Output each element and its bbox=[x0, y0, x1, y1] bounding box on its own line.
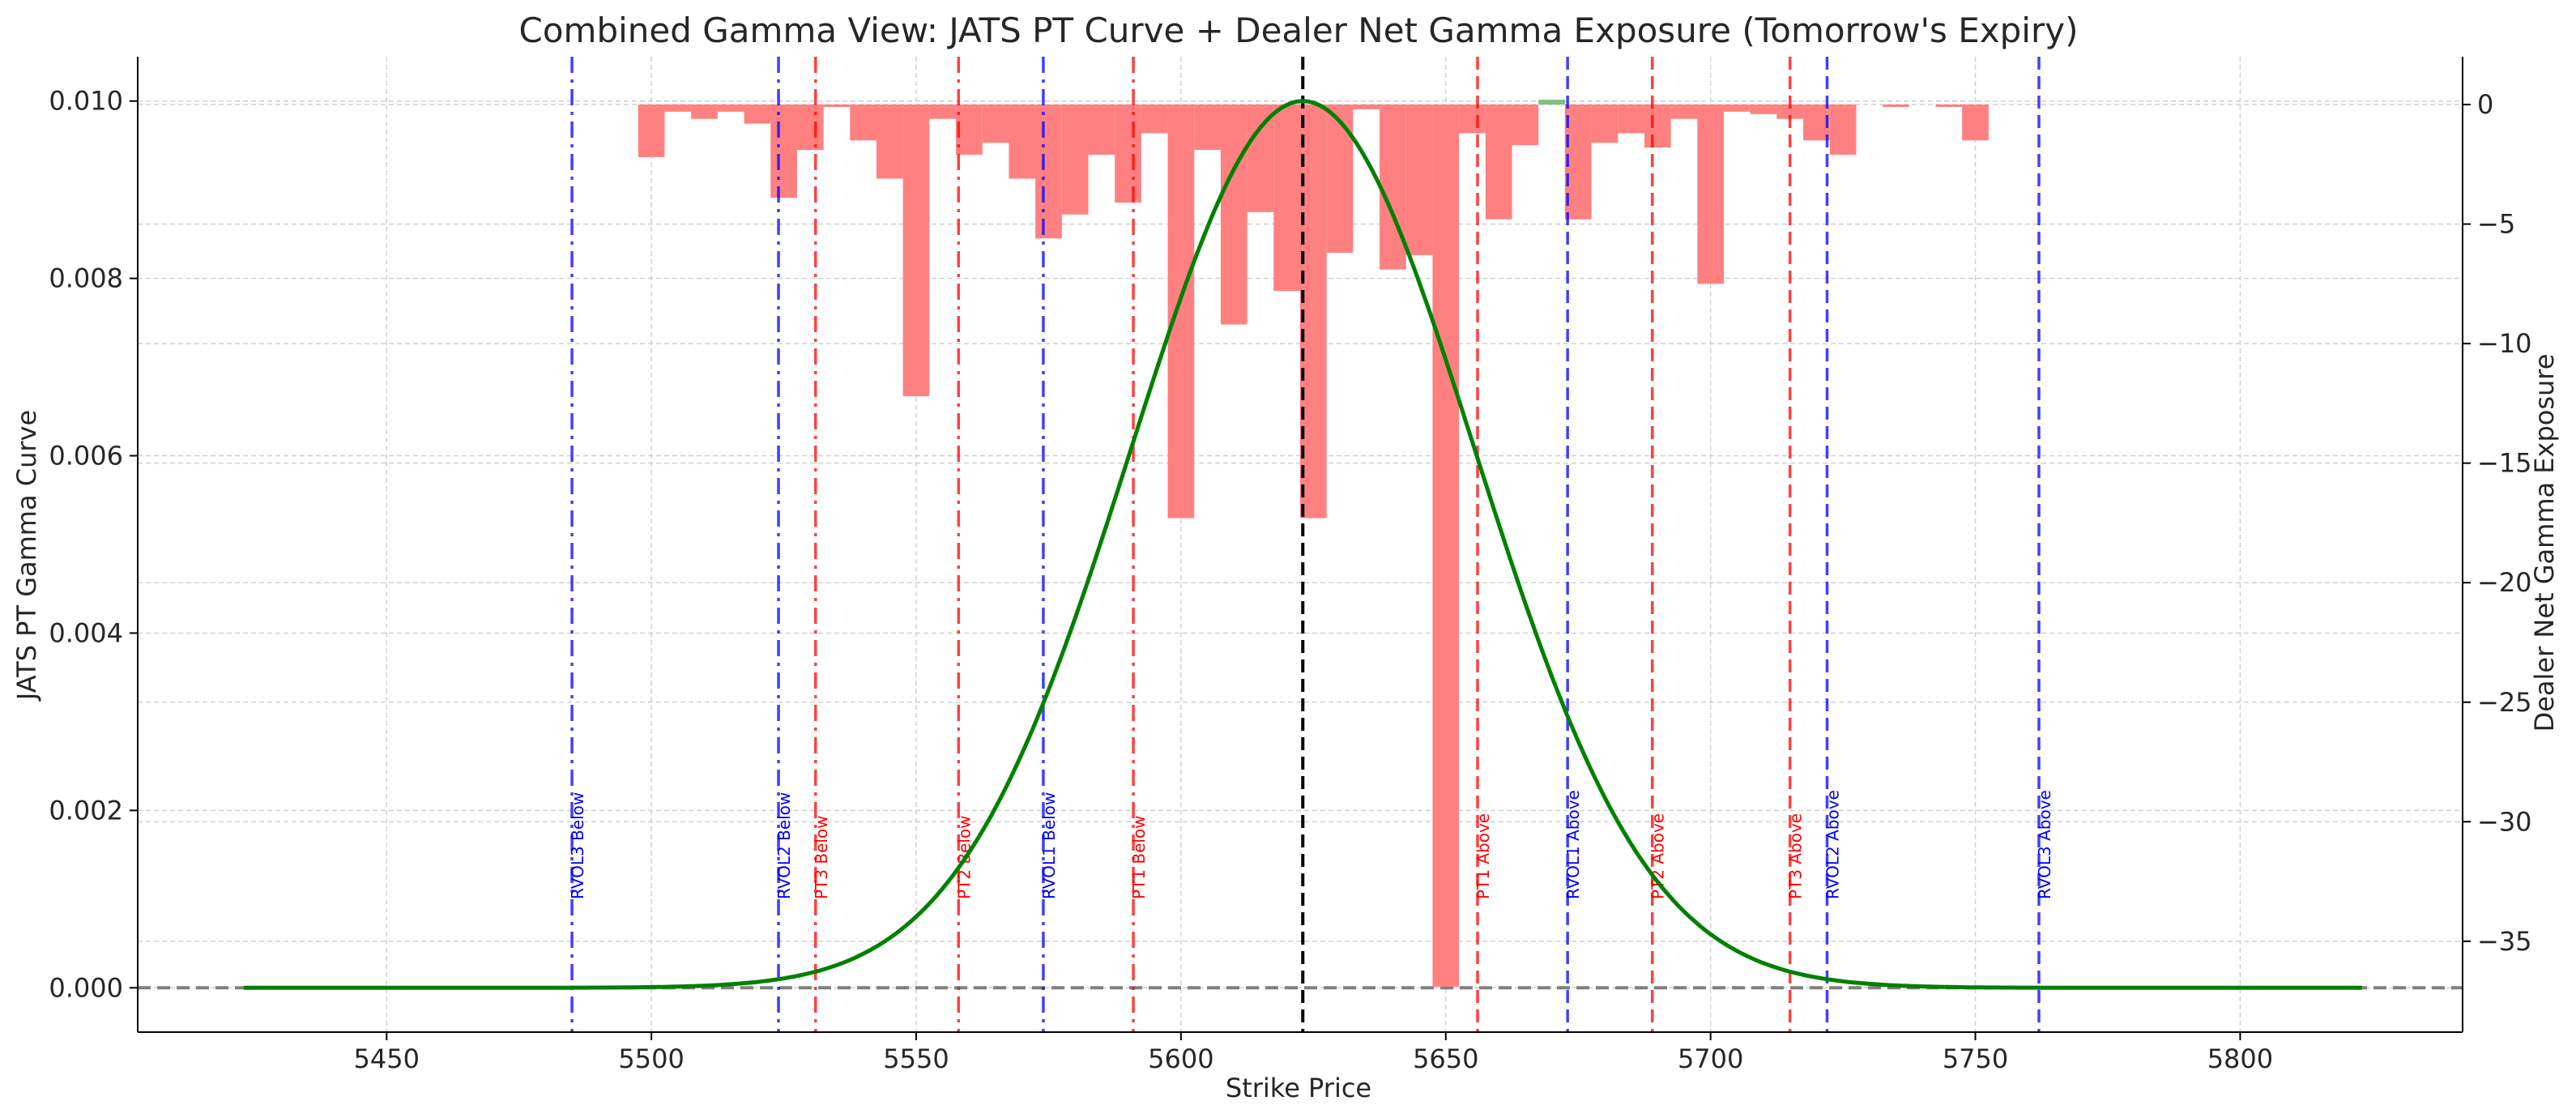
exposure-bar bbox=[1697, 105, 1725, 284]
y2-tick-label: −5 bbox=[2477, 209, 2515, 240]
chart-title: Combined Gamma View: JATS PT Curve + Dea… bbox=[519, 11, 2079, 50]
exposure-bar bbox=[1564, 105, 1592, 220]
y-axis-label: JATS PT Gamma Curve bbox=[11, 410, 42, 702]
exposure-bar bbox=[1512, 105, 1539, 146]
exposure-bar bbox=[664, 105, 692, 112]
exposure-bar bbox=[1724, 105, 1751, 112]
level-label: RVOL1 Above bbox=[1563, 790, 1583, 899]
exposure-bar bbox=[1459, 105, 1486, 134]
level-label: RVOL1 Below bbox=[1039, 792, 1059, 899]
y-tick-label: 0.002 bbox=[49, 795, 123, 826]
axes: 5450 5500 5550 5600 5650 5700 5750 5800 0.000 0.0… bbox=[49, 57, 2532, 1074]
exposure-bar bbox=[691, 105, 718, 119]
y2-axis-label: Dealer Net Gamma Exposure bbox=[2529, 354, 2560, 732]
level-label: PT3 Above bbox=[1786, 813, 1806, 899]
y-tick-label: 0.010 bbox=[49, 86, 123, 117]
x-tick-label: 5800 bbox=[2207, 1043, 2273, 1074]
exposure-bar bbox=[1088, 105, 1115, 155]
level-label: PT3 Below bbox=[812, 815, 831, 899]
y-tick-label: 0.004 bbox=[49, 617, 123, 648]
y2-tick-label: −15 bbox=[2477, 448, 2532, 479]
exposure-bar bbox=[638, 105, 665, 157]
level-label: RVOL2 Below bbox=[774, 792, 794, 899]
exposure-bar bbox=[1035, 105, 1062, 239]
exposure-bar bbox=[1061, 105, 1089, 215]
y2-tick-label: −25 bbox=[2477, 687, 2532, 718]
x-tick-label: 5650 bbox=[1413, 1043, 1478, 1074]
exposure-bar bbox=[1644, 105, 1671, 148]
exposure-bar bbox=[1247, 105, 1274, 212]
level-label: RVOL3 Above bbox=[2035, 790, 2054, 899]
level-label: RVOL3 Below bbox=[568, 792, 587, 899]
gamma-curve-line bbox=[243, 99, 2362, 990]
gamma-curve bbox=[243, 99, 2362, 990]
exposure-bar bbox=[1326, 105, 1354, 253]
x-tick-label: 5450 bbox=[354, 1043, 420, 1074]
y2-tick-label: −20 bbox=[2477, 567, 2532, 598]
exposure-bar bbox=[1670, 105, 1698, 119]
y2-tick-label: −35 bbox=[2477, 926, 2532, 957]
exposure-bar bbox=[982, 105, 1009, 143]
exposure-bar bbox=[1935, 105, 1963, 107]
x-axis-label: Strike Price bbox=[1226, 1073, 1371, 1103]
exposure-bar bbox=[902, 105, 930, 397]
x-tick-label: 5600 bbox=[1148, 1043, 1213, 1074]
exposure-bar bbox=[876, 105, 903, 179]
y-tick-label: 0.008 bbox=[49, 263, 123, 294]
exposure-bar bbox=[1776, 105, 1804, 119]
exposure-bar bbox=[717, 105, 744, 112]
y-tick-label: 0.006 bbox=[49, 441, 123, 472]
exposure-bar bbox=[1750, 105, 1777, 114]
level-label: PT2 Above bbox=[1648, 813, 1668, 899]
exposure-bar bbox=[929, 105, 957, 119]
exposure-bar bbox=[1009, 105, 1036, 179]
exposure-bar bbox=[1591, 105, 1619, 143]
level-label: RVOL2 Above bbox=[1823, 790, 1842, 899]
exposure-bar bbox=[1883, 105, 1909, 107]
x-tick-label: 5550 bbox=[883, 1043, 949, 1074]
exposure-bar bbox=[1194, 105, 1221, 151]
exposure-bar bbox=[1803, 105, 1830, 141]
exposure-bar bbox=[1353, 105, 1380, 109]
exposure-bar bbox=[1618, 105, 1644, 134]
exposure-bars bbox=[638, 100, 1989, 987]
exposure-bar bbox=[744, 105, 771, 124]
y2-tick-label: −30 bbox=[2477, 806, 2532, 837]
exposure-bar bbox=[956, 105, 983, 155]
exposure-bar bbox=[1300, 105, 1327, 518]
level-label: PT1 Below bbox=[1129, 815, 1149, 899]
exposure-bar bbox=[1962, 105, 1989, 141]
x-tick-label: 5750 bbox=[1943, 1043, 2008, 1074]
exposure-bar bbox=[1405, 105, 1433, 255]
exposure-bar bbox=[1380, 105, 1406, 270]
level-lines: RVOL3 Below RVOL2 Below PT3 Below PT2 Below… bbox=[568, 57, 2054, 1032]
exposure-bar bbox=[1432, 105, 1460, 987]
exposure-bar bbox=[1538, 100, 1565, 105]
exposure-bar bbox=[1167, 105, 1195, 518]
exposure-bar bbox=[1485, 105, 1512, 220]
exposure-bar bbox=[1115, 105, 1141, 203]
level-label: PT1 Above bbox=[1474, 813, 1493, 899]
y2-tick-label: −10 bbox=[2477, 328, 2532, 359]
exposure-bar bbox=[770, 105, 797, 198]
exposure-bar bbox=[823, 105, 851, 107]
exposure-bar bbox=[850, 105, 876, 141]
exposure-bar bbox=[1273, 105, 1300, 292]
exposure-bar bbox=[1141, 105, 1168, 134]
x-tick-label: 5700 bbox=[1678, 1043, 1743, 1074]
y2-tick-label: 0 bbox=[2477, 89, 2493, 120]
x-tick-label: 5500 bbox=[618, 1043, 684, 1074]
y-tick-label: 0.000 bbox=[49, 972, 123, 1003]
exposure-bar bbox=[796, 105, 824, 151]
exposure-bar bbox=[1220, 105, 1247, 325]
exposure-bar bbox=[1829, 105, 1857, 155]
